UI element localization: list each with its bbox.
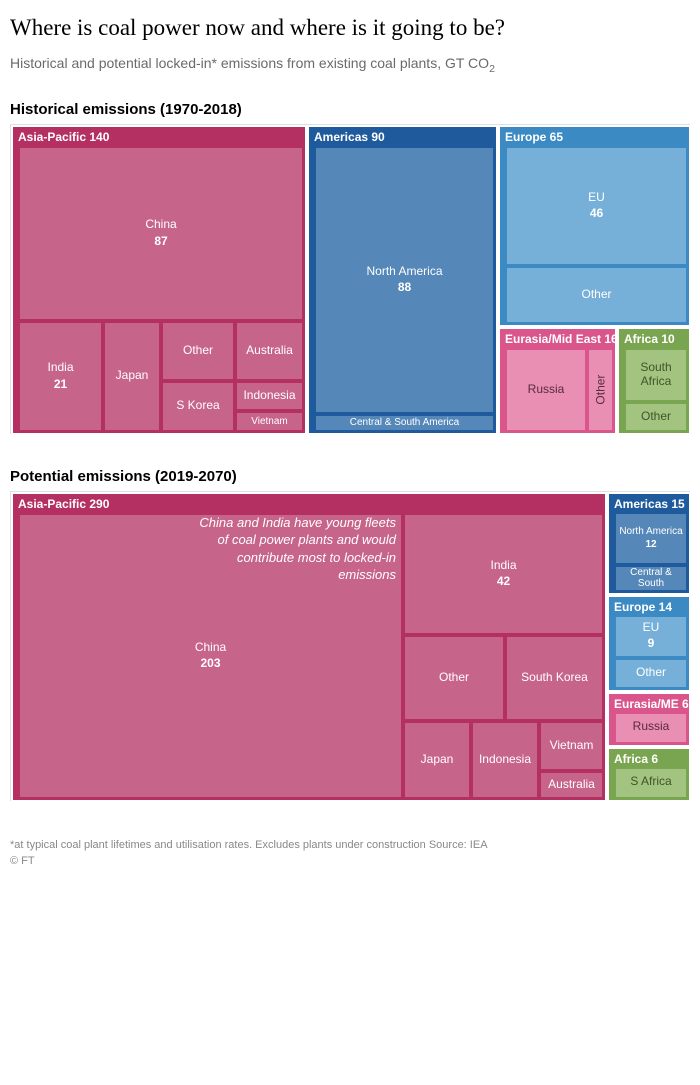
treemap-historical: Asia-Pacific 140China87India21JapanOther… (10, 124, 690, 434)
country-cell: S Korea (162, 382, 234, 431)
chart-title: Where is coal power now and where is it … (10, 14, 690, 43)
country-cell: Other (506, 267, 687, 323)
country-cell: Russia (615, 712, 687, 743)
country-cell: Vietnam (236, 412, 303, 431)
country-cell: Russia (506, 349, 586, 431)
country-cell: Other (615, 659, 687, 688)
footnote-2: © FT (10, 855, 35, 867)
country-cell: Other (625, 403, 687, 431)
region-eura: Eurasia/Mid East 16RussiaOther (498, 327, 617, 435)
country-cell: Vietnam (540, 722, 603, 770)
region-label: Eurasia/ME 6 (609, 694, 689, 714)
country-cell: Indonesia (472, 722, 538, 798)
section-2-label: Potential emissions (2019-2070) (10, 468, 690, 485)
region-euro: Europe 14EU9Other (607, 595, 691, 692)
region-label: Europe 14 (609, 597, 689, 617)
region-amer: Americas 90North America88 Central & Sout… (307, 125, 498, 435)
chart-subtitle: Historical and potential locked-in* emis… (10, 55, 690, 75)
region-label: Americas 15 (609, 494, 689, 514)
country-cell: China87 (19, 147, 303, 320)
region-afr: Africa 6S Africa (607, 747, 691, 802)
country-cell: EU9 (615, 615, 687, 657)
region-eura: Eurasia/ME 6Russia (607, 692, 691, 747)
region-label: Europe 65 (500, 127, 689, 147)
footnote-1: *at typical coal plant lifetimes and uti… (10, 839, 488, 851)
region-label: Americas 90 (309, 127, 496, 147)
country-cell: Other (404, 636, 504, 720)
chart-annotation: China and India have young fleets of coa… (186, 514, 396, 584)
country-cell: Central & South (615, 566, 687, 591)
country-cell: Other (588, 349, 613, 431)
country-cell: EU46 (506, 147, 687, 265)
region-asia: Asia-Pacific 140China87India21JapanOther… (11, 125, 307, 435)
country-cell: India21 (19, 322, 102, 431)
region-euro: Europe 65EU46Other (498, 125, 691, 327)
treemap-potential: Asia-Pacific 290China203India42OtherSout… (10, 491, 690, 801)
region-label: Eurasia/Mid East 16 (500, 329, 615, 349)
region-afr: Africa 10South AfricaOther (617, 327, 691, 435)
region-label: Africa 10 (619, 329, 689, 349)
country-cell: Other (162, 322, 234, 380)
subtitle-sub: 2 (489, 63, 495, 75)
country-cell: Australia (540, 772, 603, 798)
region-label: Africa 6 (609, 749, 689, 769)
country-cell: S Africa (615, 767, 687, 798)
subtitle-text: Historical and potential locked-in* emis… (10, 55, 489, 71)
country-cell: India42 (404, 514, 603, 634)
country-cell: South Korea (506, 636, 603, 720)
region-label: Asia-Pacific 140 (13, 127, 305, 147)
country-cell: North America88 (315, 147, 494, 413)
chart-footnote: *at typical coal plant lifetimes and uti… (10, 837, 690, 870)
country-cell: North America12 (615, 512, 687, 564)
region-label: Asia-Pacific 290 (13, 494, 605, 514)
country-cell: Japan (104, 322, 160, 431)
country-cell: Central & South America (315, 415, 494, 431)
region-amer: Americas 15North America12Central & Sout… (607, 492, 691, 595)
country-cell: Japan (404, 722, 470, 798)
country-cell: Australia (236, 322, 303, 380)
country-cell: Indonesia (236, 382, 303, 410)
section-1-label: Historical emissions (1970-2018) (10, 101, 690, 118)
country-cell: South Africa (625, 349, 687, 401)
